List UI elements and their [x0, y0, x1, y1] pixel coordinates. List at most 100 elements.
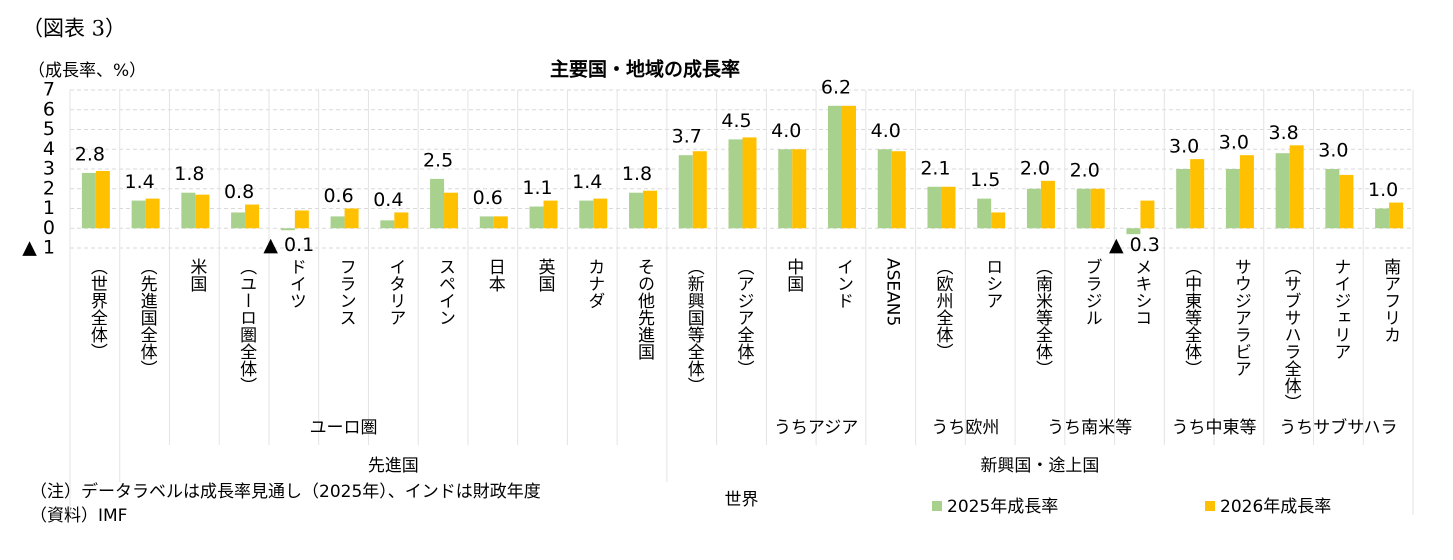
y-tick-label: 6 [43, 98, 55, 120]
x-tick-label: ナイジェリア [1330, 258, 1350, 360]
bar [1090, 188, 1105, 229]
y-tick-label: 4 [43, 138, 55, 160]
bar [841, 105, 856, 229]
data-label: 3.0 [1219, 132, 1249, 154]
x-tick-label: 日本 [485, 258, 506, 292]
x-tick-label: 中国 [783, 258, 803, 292]
bar [493, 216, 508, 229]
data-label: ▲ 0.1 [263, 234, 314, 256]
x-tick-label: （新興国等全体） [684, 258, 705, 394]
bar [1026, 188, 1041, 229]
bar [1190, 159, 1205, 229]
bar [95, 170, 110, 229]
legend-swatch [932, 501, 942, 511]
bar [529, 206, 544, 229]
x-tick-label: （中東等全体） [1181, 258, 1202, 377]
x-tick-label: ドイツ [286, 258, 306, 309]
x-tick-label: （欧州全体） [932, 258, 953, 360]
x-tick-label: イタリア [385, 258, 405, 326]
x-tick-label: サウジアラビア [1231, 258, 1251, 377]
x-tick-label: インド [833, 258, 853, 309]
note: （注）データラベルは成長率見通し（2025年）、インドは財政年度 [30, 481, 541, 502]
data-label: 2.1 [920, 157, 950, 179]
bar [643, 190, 658, 229]
y-tick-label: 3 [43, 158, 55, 180]
x-tick-label: ASEAN5 [883, 258, 903, 326]
data-label: 0.4 [373, 189, 403, 211]
data-label: 6.2 [821, 76, 851, 98]
bar [1225, 169, 1240, 229]
x-tick-label: その他先進国 [634, 258, 655, 360]
x-tick-label: ロシア [982, 258, 1002, 309]
y-tick-label: 5 [43, 118, 55, 140]
group-label: 世界 [725, 490, 759, 510]
x-tick-label: 米国 [186, 258, 207, 292]
data-label: 1.0 [1368, 179, 1398, 201]
bar [245, 204, 260, 229]
bar [778, 149, 793, 229]
group-label: うちサブサハラ [1279, 417, 1397, 438]
bar [1140, 200, 1155, 229]
bar [891, 151, 906, 229]
data-label: 3.0 [1318, 140, 1348, 162]
data-label: 4.0 [871, 120, 901, 142]
data-label: 3.7 [672, 126, 702, 148]
data-label: 2.5 [423, 149, 453, 171]
x-tick-label: （世界全体） [87, 258, 108, 360]
data-label: 2.8 [75, 143, 105, 165]
legend-swatch [1205, 501, 1215, 511]
bar [444, 192, 459, 229]
data-label: 3.8 [1269, 122, 1299, 144]
x-tick-label: （ユーロ圏全体） [236, 258, 257, 394]
bar [543, 200, 558, 229]
data-label: 3.0 [1169, 136, 1199, 158]
data-label: 0.6 [323, 185, 353, 207]
bar [394, 212, 409, 229]
bar [1239, 155, 1254, 229]
bar [131, 200, 146, 229]
bar [145, 198, 160, 229]
data-label: 4.0 [771, 120, 801, 142]
x-tick-label: 南アフリカ [1380, 258, 1400, 343]
bar [593, 198, 608, 229]
bar [792, 149, 807, 229]
legend-label: 2025年成長率 [947, 497, 1058, 517]
data-label: 1.1 [522, 177, 552, 199]
x-tick-label: スペイン [435, 258, 455, 326]
bar [991, 212, 1006, 229]
bar [1325, 169, 1340, 229]
bar [1275, 153, 1290, 229]
group-label: うち中東等 [1172, 418, 1257, 438]
bar [330, 216, 345, 229]
bar [1389, 202, 1404, 229]
bar [1375, 208, 1390, 229]
bar [479, 216, 494, 229]
x-tick-label: カナダ [584, 258, 604, 309]
data-label: 1.4 [125, 171, 155, 193]
bar [231, 212, 246, 229]
bar [1176, 169, 1191, 229]
x-tick-label: （南米等全体） [1032, 258, 1053, 377]
group-label: ユーロ圏 [310, 418, 378, 438]
legend-label: 2026年成長率 [1220, 497, 1331, 517]
note: （資料）IMF [30, 506, 127, 526]
y-tick-label: 1 [43, 197, 55, 219]
group-label: 新興国・途上国 [980, 456, 1099, 476]
y-axis-label: （成長率、%） [28, 61, 146, 81]
data-label: 2.0 [1020, 157, 1050, 179]
bar [1289, 145, 1304, 229]
data-label: 0.8 [224, 181, 254, 203]
data-label: 1.5 [970, 169, 1000, 191]
y-tick-label: 2 [43, 177, 55, 199]
x-tick-label: フランス [336, 258, 356, 326]
bar [941, 186, 956, 229]
x-tick-label: （先進国全体） [137, 258, 158, 377]
bar [927, 186, 942, 229]
bar [380, 220, 395, 229]
group-label: うち南米等 [1047, 418, 1132, 438]
bar [629, 192, 644, 229]
group-label: うちアジア [774, 418, 858, 438]
bar [294, 210, 309, 229]
bar [81, 172, 96, 229]
